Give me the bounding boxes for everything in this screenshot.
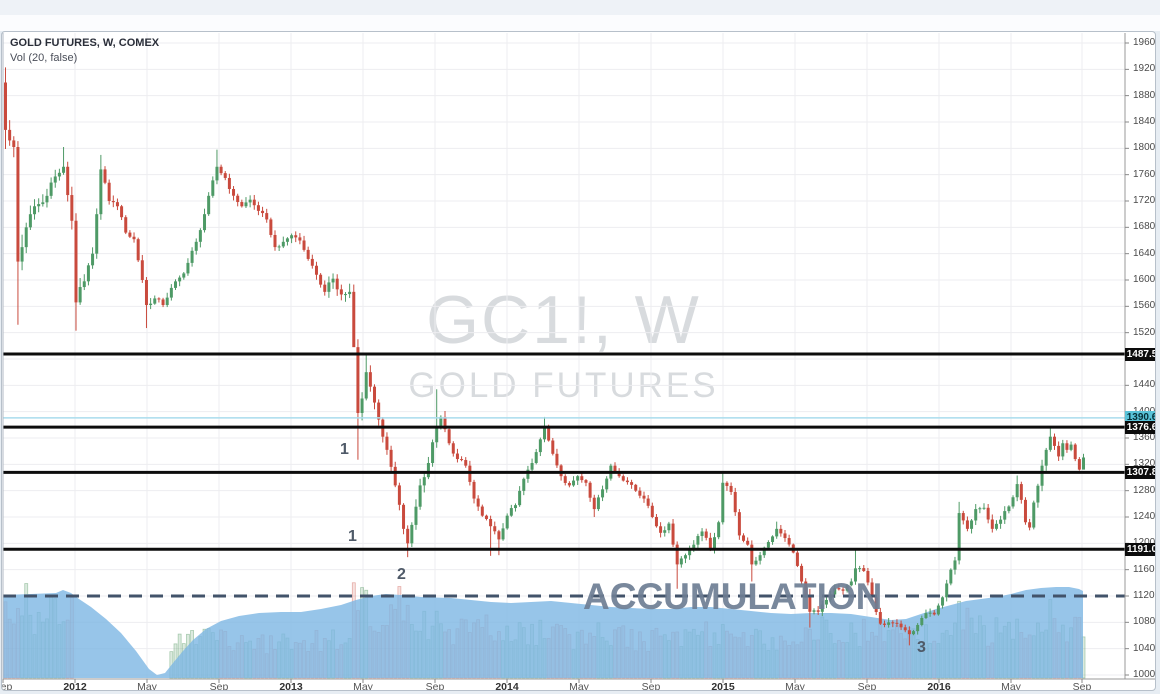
- legend-volume-indicator: Vol (20, false): [10, 52, 78, 64]
- price-tick-label: 1040.0: [1133, 642, 1156, 654]
- quote-bar: COMEX_DL:GC1!, W 1330.4 ▼ −0.3 (−0.02%)O…: [0, 15, 1160, 45]
- price-tick-label: 1760.0: [1133, 168, 1156, 180]
- time-tick-label: 2012: [63, 681, 87, 691]
- time-tick-label: Sep: [857, 681, 877, 691]
- time-tick-label: Sep: [1, 681, 13, 691]
- price-tick-label: 1160.0: [1133, 563, 1155, 575]
- price-level-chip: 1487.5: [1125, 347, 1155, 361]
- price-tick-label: 1280.0: [1133, 484, 1156, 496]
- chart-annotation: 3: [917, 639, 926, 656]
- chart-panel[interactable]: GC1!, W GOLD FUTURES GOLD FUTURES, W, CO…: [1, 31, 1156, 691]
- price-tick-label: 1000.0: [1133, 668, 1156, 680]
- price-tick-label: 1720.0: [1133, 194, 1156, 206]
- attribution-bar: tomh2o published on TradingView.com, Sep…: [0, 0, 1160, 28]
- time-tick-label: May: [569, 681, 589, 691]
- time-tick-label: May: [353, 681, 373, 691]
- time-tick-label: Sep: [1072, 681, 1092, 691]
- time-tick-label: Sep: [641, 681, 661, 691]
- chart-legend: GOLD FUTURES, W, COMEX Vol (20, false): [10, 37, 159, 64]
- price-tick-label: 1680.0: [1133, 221, 1156, 233]
- price-tick-label: 1640.0: [1133, 247, 1156, 259]
- chart-canvas[interactable]: [1, 31, 1156, 691]
- price-tick-label: 1920.0: [1133, 63, 1156, 75]
- legend-title: GOLD FUTURES, W, COMEX: [10, 37, 160, 49]
- price-tick-label: 1320.0: [1133, 458, 1156, 470]
- time-tick-label: 2015: [711, 681, 735, 691]
- time-tick-label: Sep: [425, 681, 445, 691]
- time-tick-label: Sep: [209, 681, 229, 691]
- price-level-chip: 1307.8: [1125, 465, 1155, 479]
- chart-annotation: 1: [348, 528, 357, 545]
- price-tick-label: 1400.0: [1133, 406, 1155, 417]
- price-tick-label: 1840.0: [1133, 115, 1156, 127]
- time-tick-label: May: [137, 681, 157, 691]
- price-tick-label: 1080.0: [1133, 616, 1156, 628]
- price-tick-label: 1600.0: [1133, 273, 1156, 285]
- price-tick-label: 1440.0: [1133, 379, 1156, 391]
- price-tick-label: 1560.0: [1133, 300, 1156, 312]
- time-tick-label: 2013: [279, 681, 303, 691]
- price-tick-label: 1360.0: [1133, 431, 1156, 443]
- time-tick-label: 2014: [495, 681, 519, 691]
- price-level-chip: 1376.6: [1125, 420, 1155, 434]
- price-tick-label: 1120.0: [1133, 589, 1155, 601]
- price-tick-label: 1240.0: [1133, 510, 1156, 522]
- price-tick-label: 1520.0: [1133, 326, 1156, 338]
- time-tick-label: 2016: [927, 681, 951, 691]
- price-level-chip: 1191.0: [1125, 542, 1155, 556]
- chart-annotation: 2: [397, 566, 406, 583]
- time-tick-label: May: [1001, 681, 1021, 691]
- price-tick-label: 1960.0: [1133, 37, 1156, 48]
- time-tick-label: May: [785, 681, 805, 691]
- price-tick-label: 1880.0: [1133, 89, 1156, 101]
- price-tick-label: 1800.0: [1133, 142, 1156, 154]
- chart-annotation: 1: [340, 441, 349, 458]
- accumulation-label: ACCUMULATION: [583, 576, 883, 617]
